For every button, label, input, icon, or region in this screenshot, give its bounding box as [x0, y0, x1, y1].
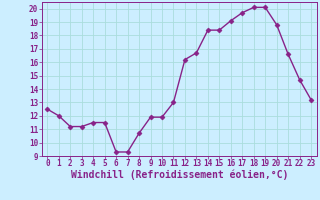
- X-axis label: Windchill (Refroidissement éolien,°C): Windchill (Refroidissement éolien,°C): [70, 170, 288, 180]
